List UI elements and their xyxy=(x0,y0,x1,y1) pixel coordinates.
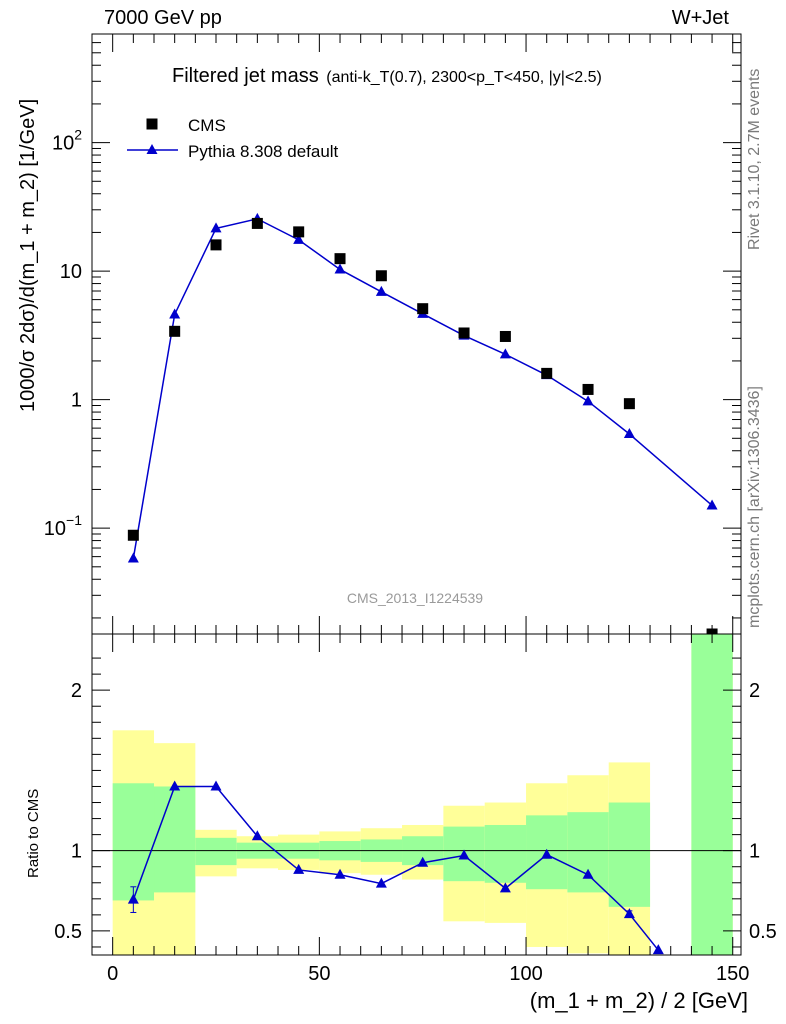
plot-title-sub: (anti-k_T(0.7), 2300<p_T<450, |y|<2.5) xyxy=(326,69,602,86)
pythia-line xyxy=(132,218,713,559)
mcplots-label: mcplots.cern.ch [arXiv:1306.3436] xyxy=(746,386,763,628)
ratio-marker xyxy=(334,868,346,879)
legend-pythia-label: Pythia 8.308 default xyxy=(188,142,339,161)
ratio-y-tick-label: 0.5 xyxy=(54,921,82,943)
cms-marker xyxy=(417,303,429,315)
x-tick-label: 100 xyxy=(509,963,542,985)
plot-title: Filtered jet mass (anti-k_T(0.7), 2300<p… xyxy=(172,65,602,87)
rivet-label: Rivet 3.1.10, 2.7M events xyxy=(746,69,763,250)
analysis-watermark: CMS_2013_I1224539 xyxy=(347,590,483,606)
pythia-marker xyxy=(499,348,511,359)
cms-marker xyxy=(293,226,305,238)
ratio-marker xyxy=(417,856,429,867)
ratio-marker xyxy=(210,780,222,791)
legend-cms-marker xyxy=(146,118,158,130)
cms-marker xyxy=(334,253,346,265)
pythia-marker xyxy=(582,395,594,406)
y-tick-exp: −1 xyxy=(66,512,82,528)
ratio-marker xyxy=(541,848,553,859)
y-tick-exp: 2 xyxy=(74,127,82,143)
ratio-marker xyxy=(652,944,664,955)
cms-marker xyxy=(169,325,181,337)
y-tick-base: 10 xyxy=(52,133,74,155)
y-tick-label: 102 xyxy=(52,127,82,155)
header-right: W+Jet xyxy=(672,7,730,29)
pythia-marker xyxy=(127,552,139,563)
ratio-line xyxy=(132,785,659,951)
ratio-marker xyxy=(499,882,511,893)
cms-marker xyxy=(499,330,511,342)
cms-marker xyxy=(458,327,470,339)
ratio-y-tick-label: 1 xyxy=(749,841,760,863)
green-band xyxy=(484,824,527,883)
green-band xyxy=(154,786,196,893)
green-band xyxy=(608,802,651,907)
pythia-marker xyxy=(375,285,387,296)
header-left: 7000 GeV pp xyxy=(104,7,222,29)
pythia-marker xyxy=(334,263,346,274)
cms-marker xyxy=(210,239,222,251)
x-tick-label: 150 xyxy=(716,963,749,985)
y-tick-base: 10 xyxy=(44,518,66,540)
ratio-marker xyxy=(375,877,387,888)
green-band xyxy=(195,837,237,866)
x-tick-label: 0 xyxy=(107,963,118,985)
ratio-marker xyxy=(169,780,181,791)
pythia-marker xyxy=(293,233,305,244)
ratio-y-tick-label: 0.5 xyxy=(749,921,777,943)
legend: CMS Pythia 8.308 default xyxy=(127,116,339,161)
x-tick-label: 50 xyxy=(308,963,330,985)
pythia-marker xyxy=(706,499,718,510)
y-tick-label: 1 xyxy=(71,390,82,412)
green-band xyxy=(112,783,155,901)
ratio-marker xyxy=(623,908,635,919)
cms-marker xyxy=(251,217,263,229)
ratio-marker xyxy=(127,893,139,904)
green-band xyxy=(691,634,733,955)
pythia-marker xyxy=(169,308,181,319)
ratio-marker xyxy=(582,868,594,879)
ratio-ylabel: Ratio to CMS xyxy=(25,789,42,878)
ratio-y-tick-label: 2 xyxy=(749,680,760,702)
y-tick-base: 1 xyxy=(71,390,82,412)
pythia-marker xyxy=(210,222,222,233)
y-tick-base: 10 xyxy=(60,261,82,283)
ratio-marker xyxy=(293,863,305,874)
plot-title-main: Filtered jet mass xyxy=(172,65,319,87)
ratio-y-tick-label: 1 xyxy=(71,841,82,863)
cms-marker xyxy=(623,398,635,410)
cms-marker xyxy=(541,367,553,379)
ratio-y-tick-label: 2 xyxy=(71,680,82,702)
ratio-frame xyxy=(91,633,742,956)
xlabel: (m_1 + m_2) / 2 [GeV] xyxy=(530,988,748,1013)
main-ylabel: 1000/σ 2dσ)/d(m_1 + m_2) [1/GeV] xyxy=(17,99,39,412)
y-tick-label: 10 xyxy=(60,261,82,283)
ratio-marker xyxy=(251,830,263,841)
legend-pythia-marker xyxy=(146,144,158,154)
pythia-marker xyxy=(623,428,635,439)
green-band xyxy=(567,812,609,893)
cms-marker xyxy=(127,529,139,541)
y-tick-label: 10−1 xyxy=(44,512,82,540)
cms-marker xyxy=(582,383,594,395)
ratio-marker xyxy=(458,849,470,860)
cms-marker xyxy=(375,270,387,282)
legend-cms-label: CMS xyxy=(188,116,226,135)
